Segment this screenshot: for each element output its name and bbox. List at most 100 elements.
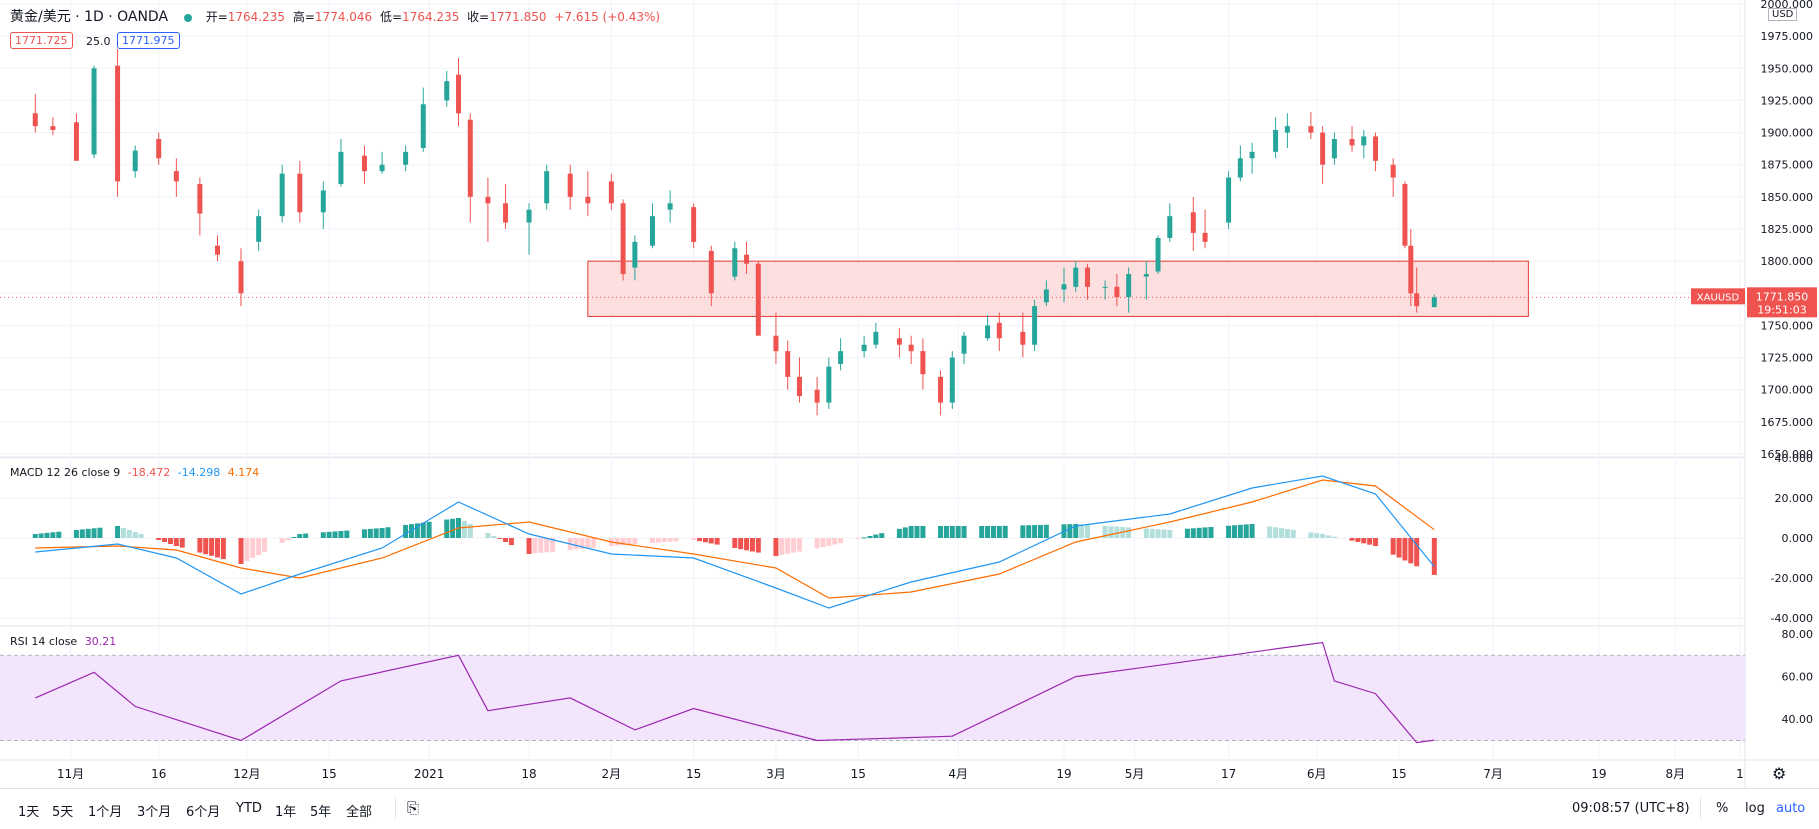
price-axis-label: 1900.000	[1761, 127, 1814, 140]
candle-body	[567, 173, 573, 197]
macd-hist-bar	[209, 538, 215, 556]
candle-body	[838, 351, 844, 364]
candle-body	[132, 150, 138, 172]
macd-hist-bar	[955, 526, 961, 538]
range-1m[interactable]: 1个月	[88, 805, 123, 820]
candle-body	[632, 241, 638, 268]
macd-hist-bar	[197, 538, 203, 553]
percent-toggle[interactable]: %	[1716, 801, 1729, 816]
candle-body	[485, 196, 491, 204]
macd-hist-bar	[1208, 527, 1214, 538]
time-axis-label: 2021	[414, 767, 445, 781]
macd-hist-bar	[538, 538, 544, 553]
macd-hist-bar	[914, 526, 920, 538]
change-value: +7.615 (+0.43%)	[554, 10, 661, 24]
macd-hist-bar	[779, 538, 785, 555]
macd-hist-bar	[867, 536, 873, 538]
macd-hist-bar	[1290, 529, 1296, 538]
time-axis-label: 3月	[766, 767, 786, 781]
candle-body	[796, 376, 802, 397]
candle-body	[667, 203, 673, 210]
macd-hist-bar	[632, 538, 638, 545]
clock[interactable]: 09:08:57 (UTC+8)	[1572, 801, 1690, 816]
macd-hist-bar	[702, 538, 708, 543]
macd-hist-bar	[1396, 538, 1402, 558]
macd-axis-label: 40.000	[1775, 452, 1814, 465]
toolbar-divider	[395, 797, 396, 819]
support-zone	[587, 260, 1529, 317]
macd-hist-bar	[650, 538, 655, 543]
price-axis-label: 1825.000	[1761, 223, 1814, 236]
macd-hist-bar	[1331, 536, 1337, 538]
visibility-dot-icon[interactable]	[183, 13, 192, 22]
macd-hist-bar	[262, 538, 268, 552]
macd-hist-bar	[814, 538, 820, 549]
macd-hist-bar	[138, 534, 144, 538]
price-axis-label: 1975.000	[1761, 30, 1814, 43]
macd-label[interactable]: MACD 12 26 close 9	[10, 466, 121, 479]
macd-hist-bar	[332, 531, 338, 538]
candle-body	[215, 245, 220, 255]
price-axis-label: 1750.000	[1761, 319, 1814, 332]
candle-body	[1402, 184, 1408, 246]
range-1d[interactable]: 1天	[18, 805, 40, 820]
countdown-tag: 19:51:03	[1757, 303, 1806, 316]
macd-hist-bar	[485, 533, 491, 538]
candle-body	[1061, 284, 1067, 290]
macd-hist-bar	[1231, 525, 1237, 538]
candle-body	[1032, 306, 1038, 345]
macd-hist-bar	[1149, 528, 1155, 538]
time-axis-label: 1	[1736, 767, 1744, 781]
log-toggle[interactable]: log	[1745, 801, 1765, 816]
symbol-title[interactable]: 黄金/美元 · 1D · OANDA	[10, 9, 169, 25]
candle-body	[585, 196, 591, 204]
time-axis-label: 15	[322, 767, 337, 781]
spread-value: 25.0	[86, 35, 111, 48]
macd-hist-bar	[1032, 525, 1038, 538]
candle-body	[338, 151, 344, 184]
rsi-value: 30.21	[84, 635, 117, 648]
range-1y[interactable]: 1年	[275, 805, 297, 820]
chart-canvas[interactable]: 11月 16 12月 15 2021 18 2月 15 3月 15 4月 19 5月 17 6月 15 7月 19…	[0, 0, 1819, 788]
candle-body	[920, 351, 926, 375]
rsi-label[interactable]: RSI 14 close	[10, 635, 78, 648]
macd-hist-bar	[403, 524, 409, 538]
macd-hist-bar	[326, 531, 332, 538]
candle-body	[744, 254, 750, 264]
high-label: 高=	[292, 10, 315, 24]
macd-hist-bar	[732, 538, 738, 548]
candle-body	[1320, 132, 1326, 165]
settings-gear-icon[interactable]: ⚙	[1772, 764, 1787, 783]
open-label: 开=	[205, 10, 228, 24]
range-6m[interactable]: 6个月	[186, 805, 221, 820]
auto-toggle[interactable]: auto	[1776, 801, 1806, 816]
time-axis-label: 2月	[602, 767, 622, 781]
bid-tag[interactable]: 1771.725	[10, 32, 73, 49]
range-5d[interactable]: 5天	[52, 805, 74, 820]
range-3m[interactable]: 3个月	[137, 805, 172, 820]
range-ytd[interactable]: YTD	[236, 801, 262, 816]
candle-body	[785, 351, 791, 377]
candle-body	[755, 263, 761, 336]
range-all[interactable]: 全部	[346, 805, 373, 820]
macd-hist-bar	[461, 521, 467, 538]
go-to-date-icon[interactable]: ⎘	[407, 799, 420, 817]
candle-body	[503, 203, 509, 223]
range-5y[interactable]: 5年	[310, 805, 332, 820]
low-value: 1764.235	[402, 10, 460, 24]
macd-hist-bar	[367, 528, 373, 538]
rsi-axis-label: 60.00	[1782, 671, 1814, 684]
candle-body	[544, 171, 550, 204]
macd-hist-bar	[420, 522, 426, 538]
rsi-axis-label: 40.00	[1782, 713, 1814, 726]
macd-hist-bar	[203, 538, 209, 555]
macd-hist-bar	[667, 538, 673, 542]
macd-hist-bar	[126, 530, 132, 538]
candle-body	[773, 335, 779, 352]
macd-hist-bar	[450, 518, 456, 538]
ask-tag[interactable]: 1771.975	[117, 32, 180, 49]
macd-hist-bar	[1431, 538, 1437, 575]
macd-hist-bar	[738, 538, 744, 550]
symbol-tag-bg	[1691, 288, 1745, 305]
candle-body	[256, 216, 262, 242]
